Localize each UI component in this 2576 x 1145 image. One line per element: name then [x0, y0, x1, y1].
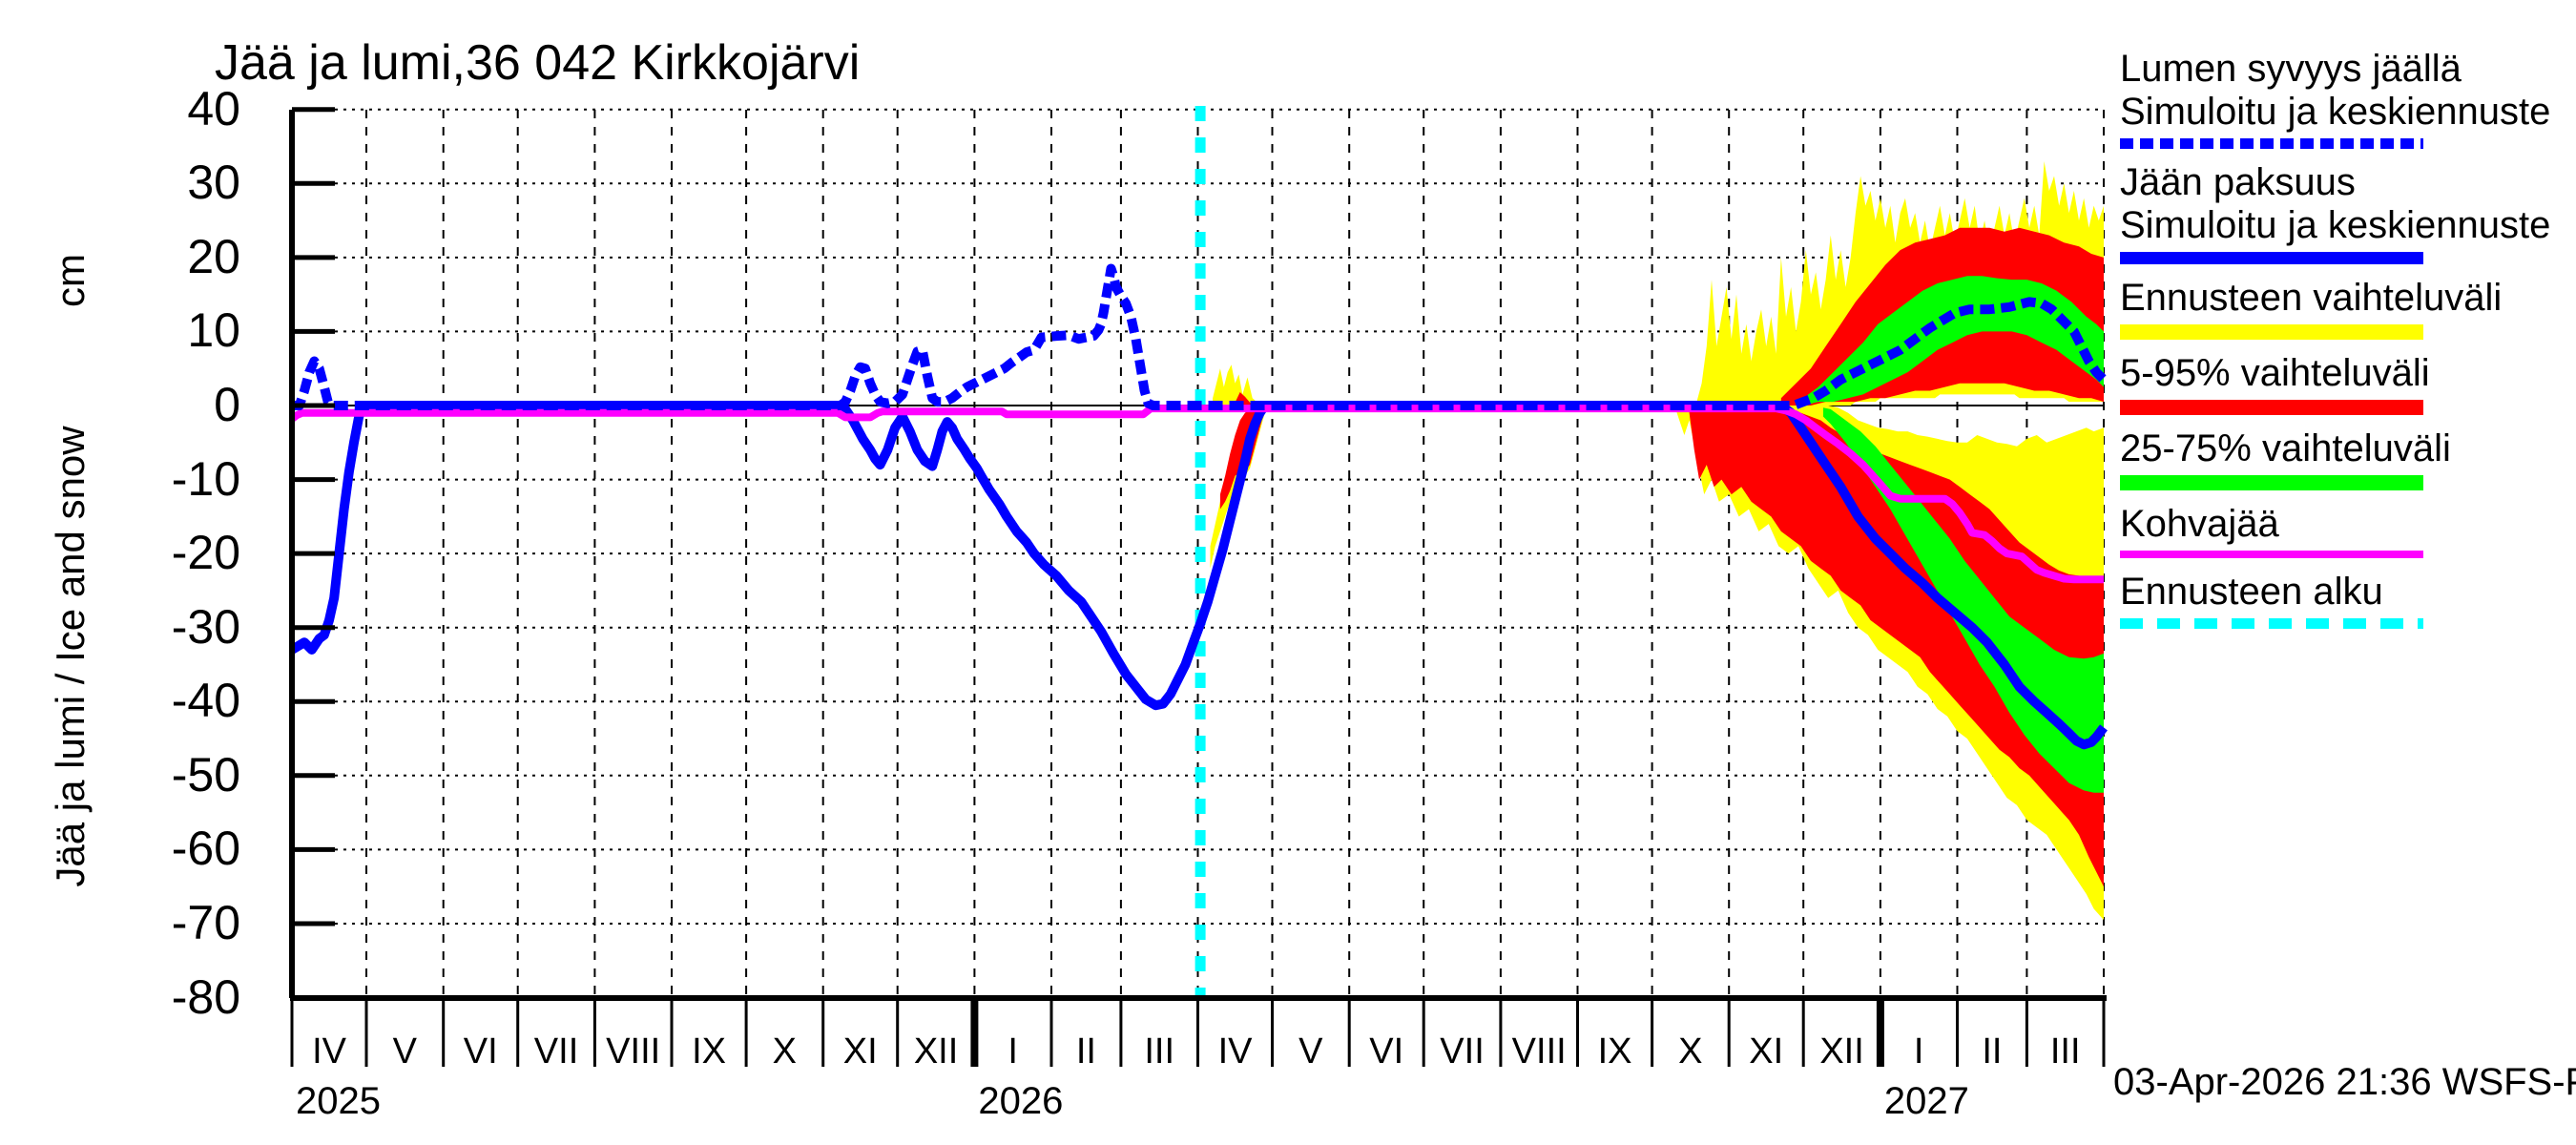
- y-axis-unit-label: cm: [48, 254, 93, 307]
- x-month-label: XII: [1819, 1031, 1864, 1072]
- timestamp-watermark: 03-Apr-2026 21:36 WSFS-P: [2113, 1061, 2576, 1103]
- legend-sample-line-magenta: [2120, 551, 2423, 558]
- y-tick-label: -60: [171, 822, 240, 876]
- legend-item-label: 5-95% vaihteluväli: [2120, 352, 2430, 394]
- legend-sample-bar-yellow: [2120, 324, 2423, 340]
- legend-item-label: Ennusteen vaihteluväli: [2120, 277, 2503, 319]
- legend: Lumen syvyys jäällä Simuloitu ja keskienn…: [2120, 48, 2574, 641]
- x-month-label: XI: [842, 1031, 878, 1072]
- legend-sample-bar-green: [2120, 475, 2423, 490]
- y-tick-label: 40: [187, 81, 240, 135]
- x-month-label: II: [1982, 1031, 2003, 1072]
- legend-item-bar-red: 5-95% vaihteluväli: [2120, 352, 2574, 415]
- legend-item-label: Simuloitu ja keskiennuste: [2120, 91, 2551, 133]
- x-month-label: X: [772, 1031, 798, 1072]
- x-month-label: I: [1913, 1031, 1924, 1072]
- x-year-label: 2027: [1883, 1080, 1969, 1122]
- legend-item-label: Lumen syvyys jäällä: [2120, 48, 2462, 90]
- x-month-label: VIII: [606, 1031, 661, 1072]
- legend-sample-bar-red: [2120, 400, 2423, 415]
- band-snow_25_75_range: [1803, 276, 2104, 406]
- y-axis-label: Jää ja lumi / Ice and snow: [48, 426, 93, 887]
- legend-item-label: Ennusteen alku: [2120, 571, 2383, 613]
- chart-title: Jää ja lumi,36 042 Kirkkojärvi: [215, 35, 861, 91]
- legend-item-bar-yellow: Ennusteen vaihteluväli: [2120, 277, 2574, 340]
- x-month-label: III: [1144, 1031, 1175, 1072]
- x-month-label: VII: [1440, 1031, 1485, 1072]
- legend-item-label: 25-75% vaihteluväli: [2120, 427, 2451, 469]
- y-tick-label: -50: [171, 747, 240, 802]
- legend-item-bar-green: 25-75% vaihteluväli: [2120, 427, 2574, 490]
- x-month-label: IV: [312, 1031, 346, 1072]
- x-month-label: VIII: [1511, 1031, 1567, 1072]
- x-month-label: III: [2049, 1031, 2081, 1072]
- x-month-label: VI: [463, 1031, 498, 1072]
- legend-sample-dashed-cyan: [2120, 618, 2423, 629]
- x-year-label: 2026: [978, 1080, 1064, 1122]
- y-tick-label: -40: [171, 674, 240, 728]
- series-ice-thickness: [289, 401, 2108, 750]
- x-month-label: XI: [1749, 1031, 1784, 1072]
- y-tick-label: -80: [171, 969, 240, 1024]
- x-month-label: II: [1075, 1031, 1096, 1072]
- x-month-label: I: [1008, 1031, 1018, 1072]
- legend-item-dashed-blue: Lumen syvyys jäällä Simuloitu ja keskienn…: [2120, 48, 2574, 149]
- x-month-label: X: [1678, 1031, 1703, 1072]
- y-tick-label: 20: [187, 229, 240, 283]
- legend-sample-solid-blue: [2120, 252, 2423, 264]
- y-tick-label: 30: [187, 156, 240, 210]
- y-tick-label: -70: [171, 895, 240, 949]
- band-ice_5_95_range: [1689, 406, 2104, 887]
- y-tick-label: 10: [187, 303, 240, 358]
- legend-item-dashed-cyan: Ennusteen alku: [2120, 571, 2574, 629]
- legend-sample-dashed-blue: [2120, 138, 2423, 149]
- y-tick-label: -10: [171, 451, 240, 506]
- series-kohvajaa: [289, 405, 2104, 584]
- x-month-label: VI: [1369, 1031, 1404, 1072]
- x-month-label: IX: [1597, 1031, 1632, 1072]
- x-month-label: XII: [913, 1031, 959, 1072]
- series-snow-depth: [292, 263, 2108, 410]
- x-month-label: IV: [1217, 1031, 1253, 1072]
- x-month-label: V: [392, 1031, 418, 1072]
- x-month-label: IX: [692, 1031, 726, 1072]
- y-tick-label: -30: [171, 599, 240, 654]
- legend-item-label: Kohvajää: [2120, 503, 2279, 545]
- y-tick-label: 0: [214, 378, 240, 431]
- legend-item-solid-blue: Jään paksuus Simuloitu ja keskiennuste: [2120, 161, 2574, 264]
- x-month-label: V: [1298, 1031, 1323, 1072]
- legend-item-label: Jään paksuus: [2120, 161, 2356, 203]
- legend-item-label: Simuloitu ja keskiennuste: [2120, 204, 2551, 246]
- y-tick-label: -20: [171, 526, 240, 580]
- band-spring2026_snow_full_range: [1213, 364, 1263, 406]
- x-year-label: 2025: [296, 1080, 381, 1122]
- legend-item-line-magenta: Kohvajää: [2120, 503, 2574, 558]
- x-month-label: VII: [533, 1031, 579, 1072]
